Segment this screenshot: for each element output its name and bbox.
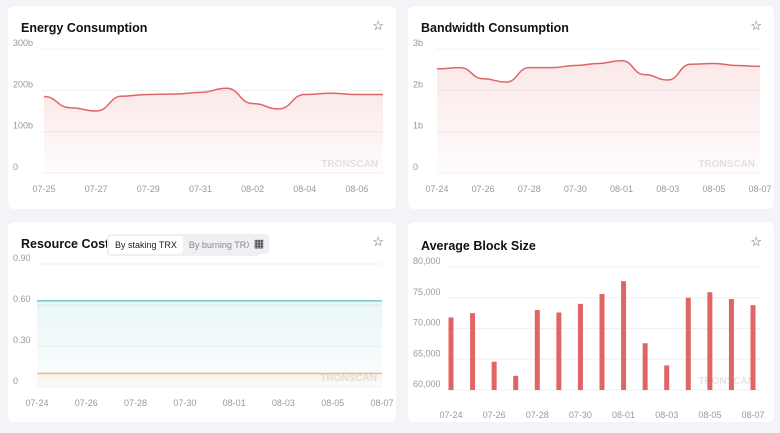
- block-size-chart: 60,000 65,000 70,000 75,000 80,000 07-24 07-26…: [413, 256, 765, 420]
- card-title: Bandwidth Consumption: [421, 21, 569, 35]
- series-area: [37, 300, 382, 387]
- tab-staking[interactable]: By staking TRX: [109, 236, 183, 254]
- x-tick-label: 08-06: [345, 184, 368, 194]
- bar: [707, 292, 713, 390]
- x-tick-label: 08-05: [321, 398, 344, 408]
- bar: [556, 312, 562, 390]
- x-tick-label: 07-28: [518, 184, 541, 194]
- x-tick-label: 08-02: [241, 184, 264, 194]
- bar: [621, 281, 627, 390]
- card-title: Resource Costs: [21, 237, 117, 251]
- x-tick-label: 08-03: [655, 410, 678, 420]
- series-area: [437, 60, 760, 173]
- bar: [534, 310, 540, 390]
- y-tick-label: 75,000: [413, 287, 441, 297]
- bar: [448, 317, 454, 390]
- bar: [513, 375, 519, 390]
- x-tick-label: 08-03: [656, 184, 679, 194]
- bar: [642, 343, 648, 390]
- y-tick-label: 3b: [413, 38, 423, 48]
- x-tick-label: 08-07: [748, 184, 771, 194]
- series-area: [37, 373, 382, 387]
- card-title: Average Block Size: [421, 239, 536, 253]
- y-tick-label: 0: [13, 376, 18, 386]
- watermark-logo: TRONSCAN: [698, 376, 755, 387]
- block-size-card: Average Block Size ☆ 60,000 65,000 70,000 7…: [408, 222, 774, 422]
- y-tick-label: 300b: [13, 38, 33, 48]
- bar: [577, 303, 583, 390]
- bar: [470, 313, 476, 390]
- series-line: [436, 59, 761, 83]
- star-icon[interactable]: ☆: [372, 18, 384, 33]
- y-tick-label: 65,000: [413, 348, 441, 358]
- x-tick-label: 07-26: [472, 184, 495, 194]
- card-title: Energy Consumption: [21, 21, 148, 35]
- x-tick-label: 07-30: [569, 410, 592, 420]
- cost-tabs: By staking TRX By burning TRX: [107, 234, 261, 256]
- x-tick-label: 07-30: [564, 184, 587, 194]
- x-tick-label: 08-03: [272, 398, 295, 408]
- tab-burning[interactable]: By burning TRX: [188, 240, 253, 250]
- y-tick-label: 200b: [13, 79, 33, 89]
- x-tick-label: 07-25: [32, 184, 55, 194]
- bar: [750, 305, 756, 390]
- energy-chart: 0 100b 200b 300b 07-25 07-27 07-29 07-31 08-02 08…: [13, 38, 383, 194]
- bar: [599, 294, 605, 390]
- bar: [728, 298, 734, 390]
- x-tick-label: 07-28: [124, 398, 147, 408]
- x-tick-label: 07-27: [85, 184, 108, 194]
- series-line: [43, 87, 383, 112]
- y-tick-label: 2b: [413, 79, 423, 89]
- y-tick-label: 0.30: [13, 335, 31, 345]
- y-tick-label: 60,000: [413, 379, 441, 389]
- x-tick-label: 07-24: [425, 184, 448, 194]
- series-area: [44, 88, 383, 173]
- resource-chart: 0 0.30 0.60 0.90 07-24 07-26 07-28 07-30 08-01 08…: [13, 253, 394, 408]
- x-tick-label: 08-01: [612, 410, 635, 420]
- star-icon[interactable]: ☆: [750, 234, 762, 249]
- x-tick-label: 07-28: [526, 410, 549, 420]
- x-tick-label: 08-07: [741, 410, 764, 420]
- resource-card: Resource Costs By staking TRX By burning…: [8, 222, 396, 422]
- bar: [664, 365, 670, 390]
- bandwidth-chart: 0 1b 2b 3b 07-24 07-26 07-28 07-30 08-01 08-03 08-…: [413, 38, 772, 194]
- bar: [685, 297, 691, 390]
- x-tick-label: 08-04: [293, 184, 316, 194]
- y-tick-label: 100b: [13, 121, 33, 131]
- calculator-icon[interactable]: ▦: [249, 234, 269, 254]
- bar: [491, 361, 497, 390]
- bandwidth-card: Bandwidth Consumption ☆ 0 1b 2b 3b 07-24 07-2…: [408, 6, 774, 209]
- x-tick-label: 08-07: [370, 398, 393, 408]
- x-tick-label: 07-24: [25, 398, 48, 408]
- star-icon[interactable]: ☆: [372, 234, 384, 249]
- x-tick-label: 07-29: [137, 184, 160, 194]
- y-tick-label: 0.90: [13, 253, 31, 263]
- x-tick-label: 07-26: [483, 410, 506, 420]
- y-tick-label: 0.60: [13, 294, 31, 304]
- x-tick-label: 08-05: [702, 184, 725, 194]
- x-tick-label: 07-24: [439, 410, 462, 420]
- x-tick-label: 08-01: [610, 184, 633, 194]
- x-tick-label: 08-01: [223, 398, 246, 408]
- star-icon[interactable]: ☆: [750, 18, 762, 33]
- x-tick-label: 07-26: [75, 398, 98, 408]
- y-tick-label: 1b: [413, 121, 423, 131]
- y-tick-label: 0: [13, 162, 18, 172]
- y-tick-label: 70,000: [413, 318, 441, 328]
- x-tick-label: 08-05: [698, 410, 721, 420]
- x-tick-label: 07-31: [189, 184, 212, 194]
- y-tick-label: 0: [413, 162, 418, 172]
- x-tick-label: 07-30: [173, 398, 196, 408]
- y-tick-label: 80,000: [413, 256, 441, 266]
- energy-card: Energy Consumption ☆ 0 100b 200b 300b 07-25 0…: [8, 6, 396, 209]
